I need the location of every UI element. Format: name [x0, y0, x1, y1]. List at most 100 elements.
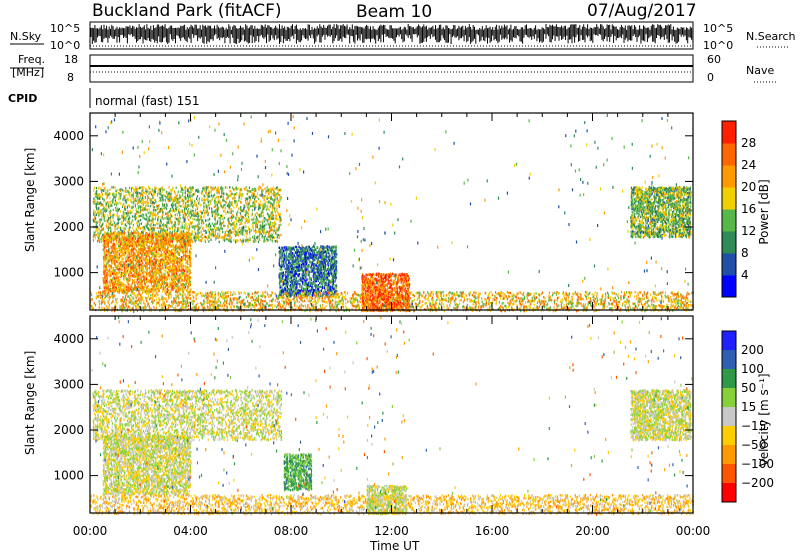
echo-cell	[238, 199, 239, 201]
echo-cell	[181, 279, 182, 281]
echo-cell	[144, 290, 145, 292]
echo-cell	[245, 211, 246, 213]
echo-cell	[141, 269, 142, 271]
echo-cell	[207, 229, 208, 231]
echo-cell	[245, 202, 246, 204]
echo-cell	[188, 256, 189, 258]
echo-cell	[234, 223, 235, 225]
echo-cell	[163, 273, 164, 275]
echo-cell	[255, 213, 256, 215]
echo-cell	[141, 234, 142, 236]
echo-cell	[136, 251, 137, 253]
echo-cell	[104, 231, 105, 233]
echo-cell	[142, 227, 143, 229]
echo-cell	[166, 192, 167, 194]
echo-cell	[257, 226, 258, 228]
echo-cell	[176, 207, 177, 209]
echo-cell	[112, 224, 113, 226]
echo-cell	[210, 225, 211, 227]
echo-cell	[202, 227, 203, 229]
echo-cell	[224, 204, 225, 206]
echo-cell	[234, 193, 235, 195]
echo-cell	[139, 267, 140, 269]
echo-cell	[263, 208, 264, 210]
echo-cell	[267, 186, 268, 188]
echo-cell	[162, 211, 163, 213]
echo-cell	[160, 225, 161, 227]
echo-cell	[178, 211, 179, 213]
echo-cell	[163, 261, 164, 263]
echo-cell	[257, 236, 258, 238]
echo-cell	[208, 240, 209, 242]
echo-cell	[105, 256, 106, 258]
echo-cell	[271, 193, 272, 195]
echo-cell	[168, 200, 169, 202]
echo-cell	[108, 201, 109, 203]
echo-cell	[114, 222, 115, 224]
echo-cell	[179, 246, 180, 248]
echo-cell	[115, 280, 116, 282]
echo-cell	[230, 190, 231, 192]
echo-cell	[175, 214, 176, 216]
echo-cell	[267, 239, 268, 241]
echo-cell	[166, 216, 167, 218]
echo-cell	[152, 255, 153, 257]
echo-cell	[159, 200, 160, 202]
echo-cell	[267, 205, 268, 207]
echo-cell	[277, 234, 278, 236]
echo-cell	[176, 272, 177, 274]
echo-cell	[189, 193, 190, 195]
echo-cell	[188, 211, 189, 213]
echo-cell	[177, 205, 178, 207]
echo-cell	[158, 240, 159, 242]
echo-cell	[276, 228, 277, 230]
echo-cell	[183, 269, 184, 271]
echo-cell	[139, 187, 140, 189]
echo-cell	[111, 221, 112, 223]
echo-cell	[269, 189, 270, 191]
echo-cell	[222, 231, 223, 233]
echo-cell	[224, 233, 225, 235]
echo-cell	[183, 265, 184, 267]
echo-cell	[113, 217, 114, 219]
echo-cell	[272, 218, 273, 220]
echo-cell	[209, 218, 210, 220]
echo-cell	[133, 201, 134, 203]
echo-cell	[199, 240, 200, 242]
echo-cell	[191, 187, 192, 189]
echo-cell	[253, 241, 254, 243]
echo-cell	[172, 289, 173, 291]
echo-cell	[130, 212, 131, 214]
echo-cell	[196, 213, 197, 215]
echo-cell	[255, 224, 256, 226]
echo-cell	[193, 214, 194, 216]
echo-cell	[159, 204, 160, 206]
noise-tick-bottom-right: 10^0	[703, 39, 733, 52]
echo-cell	[274, 226, 275, 228]
echo-cell	[120, 289, 121, 291]
echo-cell	[186, 274, 187, 276]
echo-cell	[273, 231, 274, 233]
echo-cell	[134, 247, 135, 249]
echo-cell	[163, 205, 164, 207]
echo-cell	[181, 263, 182, 265]
echo-cell	[257, 193, 258, 195]
echo-cell	[162, 232, 163, 234]
echo-cell	[229, 232, 230, 234]
echo-cell	[221, 192, 222, 194]
echo-cell	[144, 286, 145, 288]
echo-cell	[173, 276, 174, 278]
echo-cell	[272, 207, 273, 209]
echo-cell	[139, 192, 140, 194]
echo-cell	[120, 261, 121, 263]
echo-cell	[254, 230, 255, 232]
echo-cell	[96, 221, 97, 223]
echo-cell	[136, 189, 137, 191]
echo-cell	[124, 218, 125, 220]
echo-cell	[127, 210, 128, 212]
echo-cell	[173, 271, 174, 273]
echo-cell	[255, 229, 256, 231]
echo-cell	[240, 192, 241, 194]
echo-cell	[195, 190, 196, 192]
echo-cell	[179, 254, 180, 256]
